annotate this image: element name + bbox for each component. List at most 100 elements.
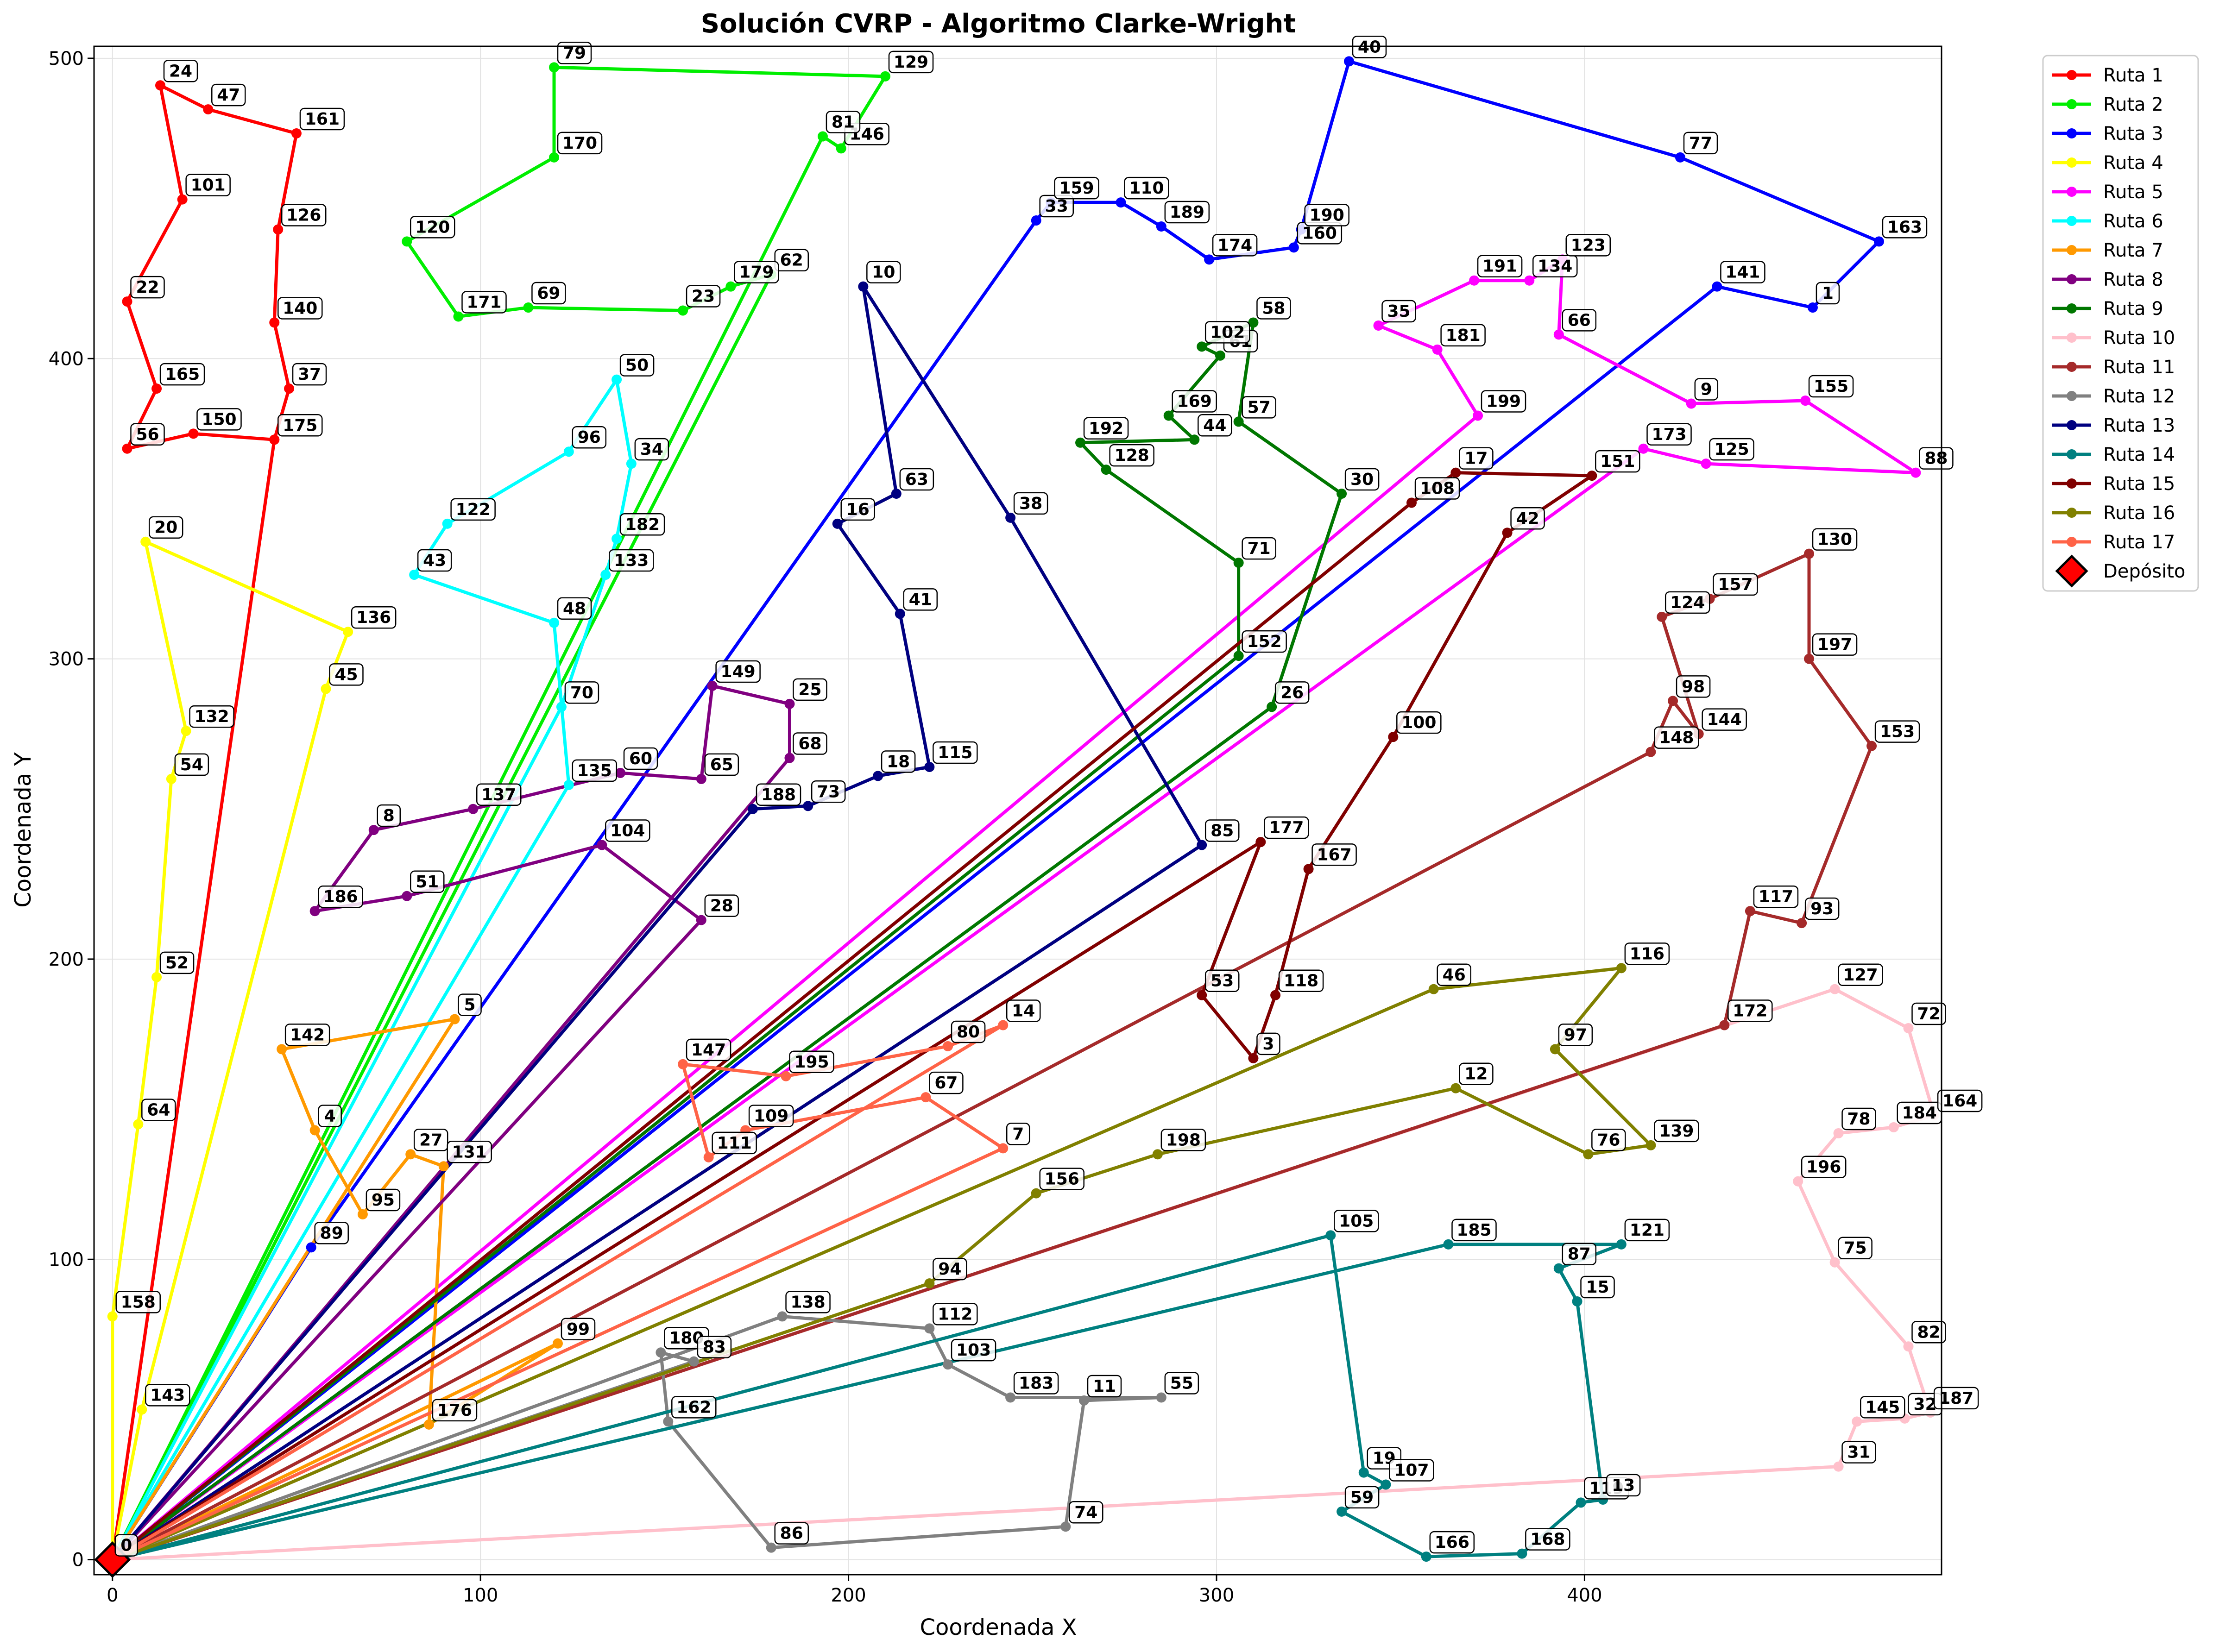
node-label: 56 [130, 423, 165, 446]
node-label-text: 47 [217, 86, 240, 105]
route-line [111, 258, 1917, 1561]
legend-item[interactable]: Ruta 8 [2052, 269, 2163, 290]
legend-swatch-marker [2067, 70, 2077, 80]
legend-item[interactable]: Ruta 17 [2052, 532, 2175, 553]
legend[interactable]: Ruta 1 Ruta 2 Ruta 3 Ruta 4 Ruta 5 Ruta 6 Ruta… [2042, 55, 2199, 592]
node-label: 105 [1334, 1210, 1379, 1232]
node-label: 150 [196, 408, 242, 431]
node-label: 50 [619, 354, 655, 377]
node-label-box [1242, 630, 1287, 653]
legend-swatch-marker [2067, 391, 2077, 401]
legend-item[interactable]: Ruta 9 [2052, 298, 2163, 320]
node-label-text: 60 [629, 749, 652, 768]
node-label: 9 [1694, 378, 1719, 401]
node-label-box [163, 60, 198, 82]
node-label: 133 [608, 549, 654, 572]
node-label-text: 5 [464, 996, 476, 1015]
x-axis-label: Coordenada X [920, 1614, 1077, 1640]
node-label-box [572, 426, 607, 449]
customer-point [1657, 611, 1667, 622]
node-label-text: 53 [1211, 972, 1234, 991]
node-label-text: 44 [1203, 416, 1226, 435]
customer-point [1204, 254, 1215, 265]
node-label: 99 [561, 1318, 596, 1341]
node-label: 137 [476, 783, 522, 806]
node-label-text: 124 [1670, 593, 1705, 612]
customer-point [1675, 152, 1685, 163]
node-label-text: 71 [1248, 539, 1271, 558]
node-label-text: 24 [169, 62, 192, 81]
customer-point [1616, 1239, 1627, 1250]
node-label: 184 [1897, 1101, 1942, 1124]
customer-point [203, 104, 214, 115]
legend-item[interactable]: Ruta 16 [2052, 503, 2175, 524]
node-label-box [1654, 1119, 1699, 1143]
node-label-box [1709, 438, 1754, 461]
node-label-box [774, 249, 809, 271]
node-label-box [1860, 1396, 1905, 1419]
customer-point [1197, 990, 1207, 1000]
legend-item[interactable]: Ruta 3 [2052, 123, 2163, 144]
node-label: 97 [1558, 1024, 1593, 1046]
node-label: 26 [1274, 681, 1310, 704]
customer-point [943, 1041, 953, 1051]
legend-item-depot[interactable]: Depósito [2055, 554, 2185, 588]
node-label-box [410, 216, 455, 239]
legend-swatch-marker [2067, 303, 2077, 314]
legend-item[interactable]: Ruta 13 [2052, 415, 2175, 436]
node-label-text: 93 [1810, 899, 1834, 918]
legend-item[interactable]: Ruta 4 [2052, 152, 2163, 174]
node-label-text: 160 [1302, 224, 1337, 243]
legend-item[interactable]: Ruta 5 [2052, 182, 2163, 203]
legend-item[interactable]: Ruta 14 [2052, 444, 2175, 465]
legend-item[interactable]: Ruta 12 [2052, 386, 2175, 407]
node-label-text: 85 [1211, 822, 1234, 841]
legend-item[interactable]: Ruta 15 [2052, 473, 2175, 495]
route-line [111, 378, 633, 1561]
node-label: 144 [1702, 708, 1747, 731]
node-label: 12 [1459, 1062, 1494, 1085]
node-label-box [115, 1291, 161, 1313]
customer-point [784, 753, 795, 763]
node-label-text: 143 [150, 1386, 185, 1405]
node-label-text: 196 [1806, 1158, 1841, 1177]
node-label: 136 [351, 606, 397, 629]
node-label: 15 [1580, 1275, 1615, 1299]
node-label-text: 22 [136, 278, 159, 297]
node-label: 135 [572, 759, 618, 782]
node-label: 59 [1344, 1486, 1380, 1509]
node-label: 16 [840, 498, 875, 521]
node-label-text: 165 [165, 365, 200, 384]
node-label: 104 [605, 819, 650, 842]
node-label-text: 52 [165, 954, 189, 973]
legend-item[interactable]: Ruta 7 [2052, 240, 2163, 261]
node-label: 58 [1256, 297, 1291, 320]
node-label-box [1702, 708, 1747, 731]
node-label-box [866, 261, 901, 283]
legend-item[interactable]: Ruta 6 [2052, 211, 2163, 232]
customer-point [1646, 1140, 1656, 1150]
node-label-box [148, 516, 183, 539]
node-label-box [277, 414, 323, 437]
node-label-box [450, 498, 496, 521]
node-label-text: 35 [1387, 302, 1410, 321]
customer-point [423, 1419, 434, 1430]
node-label: 31 [1841, 1441, 1876, 1464]
node-label-box [1510, 507, 1545, 530]
node-label: 151 [1595, 450, 1640, 473]
customer-point [1005, 1392, 1016, 1403]
legend-item[interactable]: Ruta 2 [2052, 94, 2163, 115]
node-label-text: 121 [1630, 1221, 1664, 1240]
customer-point [1288, 242, 1299, 253]
customer-point [449, 1014, 460, 1024]
node-label: 116 [1624, 942, 1670, 965]
legend-item[interactable]: Ruta 10 [2052, 327, 2175, 349]
route-line [111, 285, 1204, 1561]
node-label-box [899, 468, 934, 491]
node-label-text: 89 [320, 1224, 343, 1243]
customer-point [1421, 1551, 1431, 1562]
legend-item[interactable]: Ruta 11 [2052, 357, 2175, 378]
node-label-text: 33 [1045, 197, 1068, 216]
customer-point [1248, 1053, 1259, 1063]
legend-item[interactable]: Ruta 1 [2052, 65, 2163, 86]
